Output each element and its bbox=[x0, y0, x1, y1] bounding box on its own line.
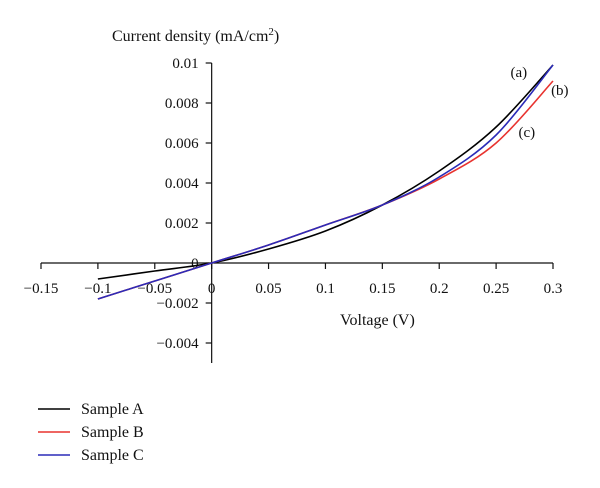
y-tick-label: 0 bbox=[191, 256, 199, 272]
x-tick-label: −0.1 bbox=[84, 281, 111, 297]
y-tick-label: 0.01 bbox=[172, 56, 198, 72]
y-tick-label: 0.004 bbox=[165, 176, 199, 192]
legend-label-sample-a: Sample A bbox=[81, 401, 144, 418]
y-axis-title-main: Current density (mA/cm bbox=[112, 28, 269, 45]
y-tick-label: −0.002 bbox=[156, 296, 198, 312]
y-tick-label: 0.008 bbox=[165, 96, 199, 112]
y-tick-label: 0.002 bbox=[165, 216, 199, 232]
x-tick-label: 0.05 bbox=[255, 281, 281, 297]
x-tick-label: 0 bbox=[208, 281, 216, 297]
x-tick-label: 0.1 bbox=[316, 281, 335, 297]
axes: −0.15 −0.1 −0.05 0 0.05 0.1 0.15 0.2 0.25 0.3 −0.0… bbox=[24, 56, 563, 363]
curve-label: (c) bbox=[519, 125, 536, 141]
y-axis-title-close: ) bbox=[274, 28, 279, 45]
annotations-layer: (a) (b) (c) bbox=[511, 65, 569, 141]
curve-label: (b) bbox=[551, 83, 569, 99]
sample-c-line bbox=[97, 64, 554, 300]
legend-label-sample-c: Sample C bbox=[81, 447, 144, 464]
y-axis-title-superscript: 2 bbox=[268, 26, 274, 38]
x-tick-label: 0.25 bbox=[483, 281, 509, 297]
series-layer bbox=[97, 64, 554, 300]
curve-label: (a) bbox=[511, 65, 528, 81]
x-tick-label: 0.3 bbox=[544, 281, 563, 297]
legend-label-sample-b: Sample B bbox=[81, 424, 144, 441]
y-axis-title: Current density (mA/cm2) bbox=[112, 26, 279, 45]
x-axis-title: Voltage (V) bbox=[340, 312, 415, 329]
sample-a-line bbox=[97, 64, 554, 280]
legend: Sample A Sample B Sample C bbox=[38, 401, 144, 464]
x-tick-label: −0.05 bbox=[137, 281, 172, 297]
y-tick-label: −0.004 bbox=[156, 336, 199, 352]
x-tick-label: −0.15 bbox=[24, 281, 59, 297]
y-tick-label: 0.006 bbox=[165, 136, 199, 152]
x-tick-label: 0.15 bbox=[369, 281, 395, 297]
x-tick-label: 0.2 bbox=[430, 281, 449, 297]
